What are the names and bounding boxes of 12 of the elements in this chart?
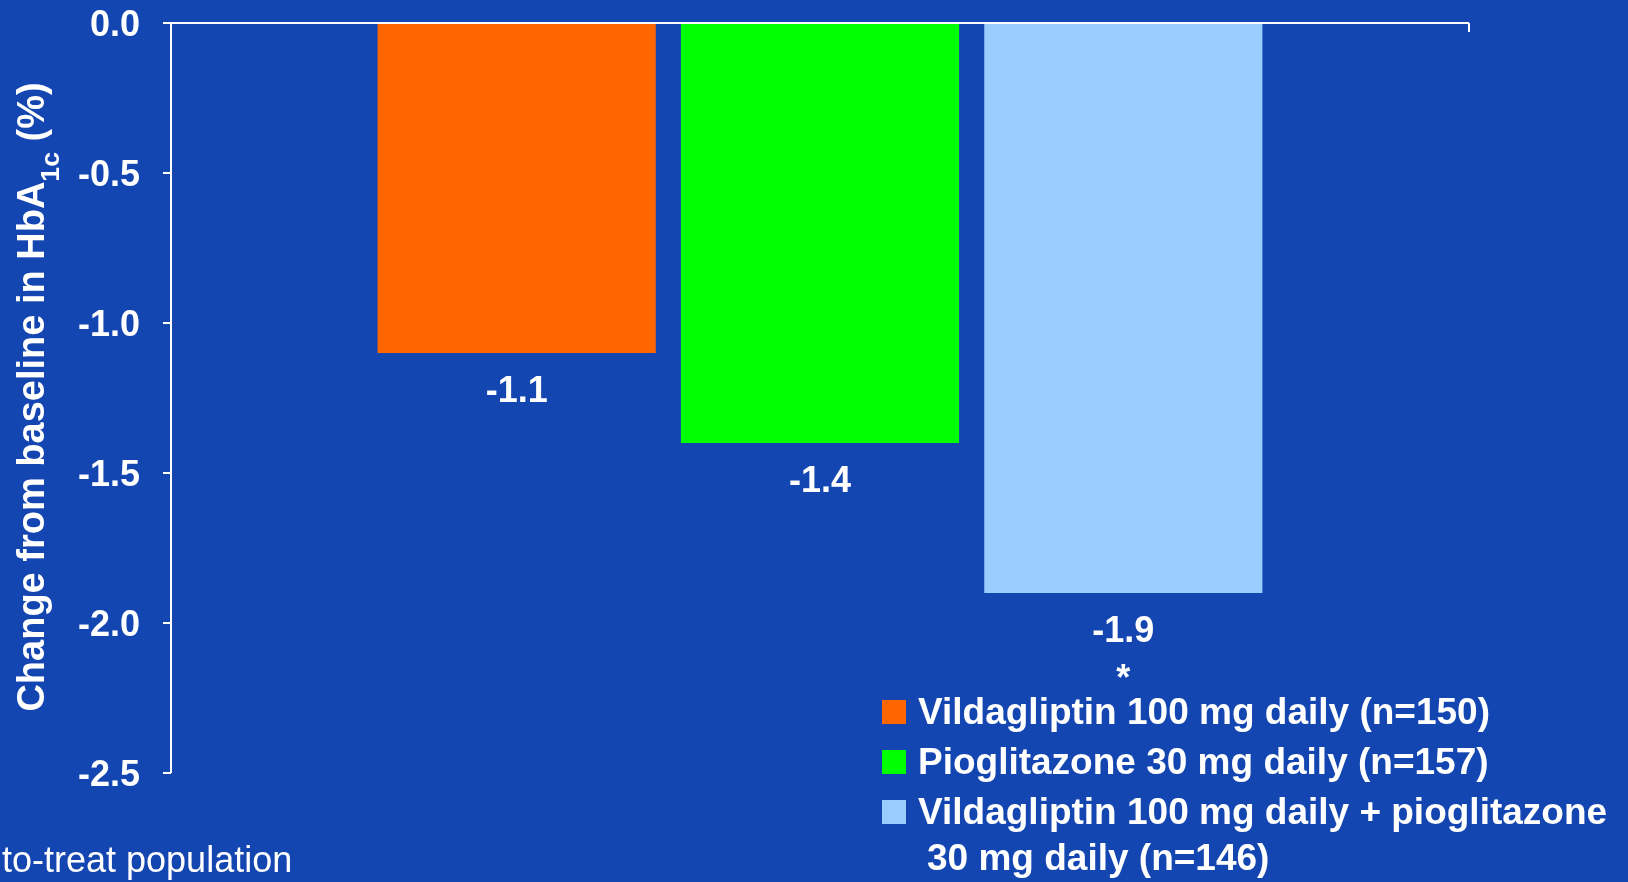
y-tick-label: -2.5 bbox=[77, 752, 140, 794]
data-label: -1.9 bbox=[1092, 609, 1155, 650]
y-tick-label: -0.5 bbox=[77, 152, 140, 194]
y-tick-label: -2.0 bbox=[77, 602, 140, 644]
y-tick-label: -1.5 bbox=[77, 452, 140, 494]
legend-label: Vildagliptin 100 mg daily + pioglitazone 30 mg daily (n=146) bbox=[918, 791, 1608, 878]
y-tick-label: -1.0 bbox=[77, 302, 140, 344]
legend-label: Pioglitazone 30 mg daily (n=157) bbox=[918, 741, 1489, 782]
y-tick-label: 0.0 bbox=[89, 2, 140, 44]
data-label: -1.4 bbox=[788, 459, 852, 500]
text: to-treat population bbox=[2, 839, 293, 880]
data-label: -1.1 bbox=[485, 369, 548, 410]
